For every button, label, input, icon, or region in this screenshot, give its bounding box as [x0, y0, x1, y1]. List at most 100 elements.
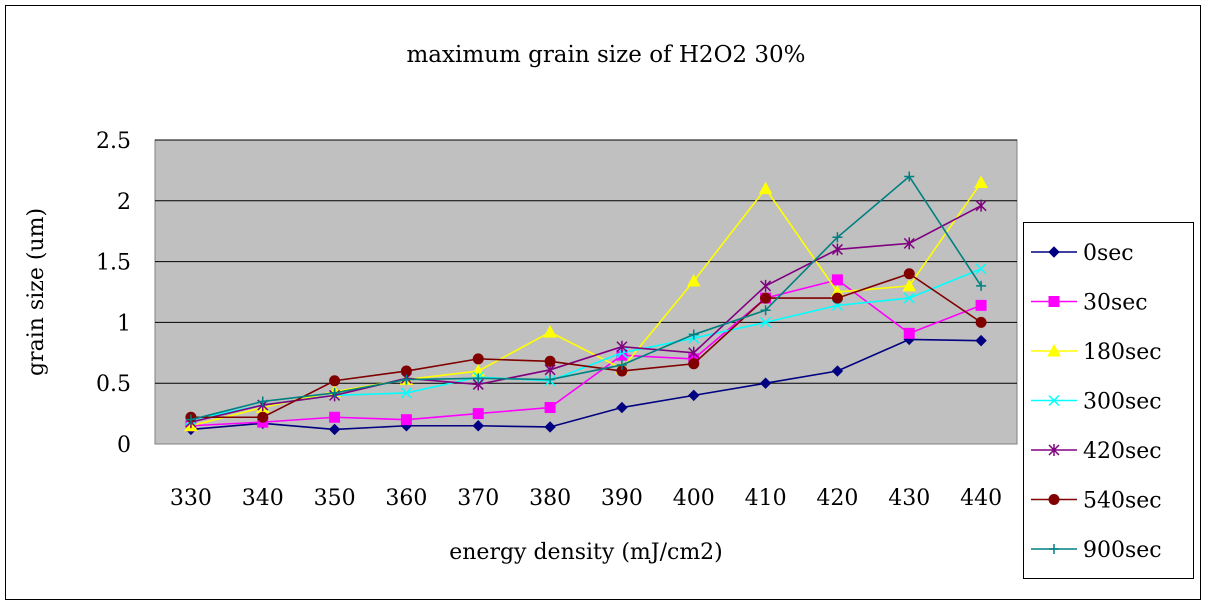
x-tick-label: 340: [242, 486, 284, 511]
data-point-marker: [1048, 246, 1060, 258]
x-tick-label: 440: [960, 486, 1002, 511]
series-line: [190, 278, 982, 427]
data-point-marker: [257, 396, 268, 407]
y-tick-label: 1.5: [96, 251, 131, 276]
legend-label: 0sec: [1083, 241, 1134, 266]
legend: 0sec 30sec 180sec 300sec 420sec 540sec 900sec: [1023, 222, 1194, 579]
data-point-marker: [473, 373, 484, 384]
x-tick-label: 410: [745, 486, 787, 511]
data-point-marker: [975, 199, 987, 212]
y-tick-label: 0.5: [96, 372, 131, 397]
data-point-marker: [472, 353, 484, 365]
data-point-marker: [1048, 494, 1060, 505]
data-point-marker: [616, 359, 627, 370]
x-tick-label: 350: [314, 486, 356, 511]
legend-item-420sec: 420sec: [1031, 439, 1162, 464]
data-point-marker: [976, 280, 987, 291]
x-tick-label: 390: [601, 486, 643, 511]
x-tick-label: 430: [888, 486, 930, 511]
data-point-marker: [831, 274, 843, 286]
data-point-marker: [400, 414, 412, 426]
y-axis-ticks: 0 0.5 1 1.5 2 2.5: [96, 129, 131, 458]
x-tick-label: 360: [385, 486, 427, 511]
series-line: [190, 272, 982, 419]
data-point-marker: [975, 334, 987, 347]
data-point-marker: [975, 299, 987, 311]
legend-label: 540sec: [1083, 489, 1162, 514]
data-point-marker: [544, 421, 556, 433]
x-tick-label: 330: [170, 486, 212, 511]
chart-title: maximum grain size of H2O2 30%: [407, 42, 806, 68]
data-point-marker: [543, 325, 557, 338]
series-900sec: [185, 171, 987, 425]
y-tick-label: 0: [117, 433, 131, 458]
data-point-marker: [472, 420, 484, 432]
data-point-marker: [400, 365, 412, 377]
series-540sec: [185, 268, 987, 423]
x-axis-ticks: 330 340 350 360 370 380 390 400 410 420 430 440: [170, 486, 1002, 511]
data-point-marker: [902, 278, 917, 292]
y-axis-label: grain size (um): [24, 208, 49, 376]
gridlines: [155, 139, 1017, 384]
data-point-marker: [688, 346, 700, 359]
legend-item-180sec: 180sec: [1031, 340, 1162, 365]
y-tick-label: 2.5: [96, 129, 131, 154]
data-point-marker: [903, 327, 915, 339]
data-point-marker: [688, 329, 699, 340]
data-point-marker: [831, 365, 844, 377]
data-point-marker: [185, 414, 196, 425]
series-line: [190, 175, 982, 421]
data-point-marker: [974, 175, 988, 189]
legend-label: 180sec: [1083, 340, 1162, 365]
data-point-marker: [1048, 444, 1060, 456]
x-tick-label: 380: [529, 486, 571, 511]
data-point-marker: [904, 171, 915, 182]
data-point-marker: [903, 268, 915, 280]
data-point-marker: [1048, 296, 1060, 307]
data-point-marker: [903, 292, 915, 304]
data-point-marker: [686, 274, 701, 287]
legend-item-30sec: 30sec: [1031, 291, 1148, 316]
legend-item-0sec: 0sec: [1031, 241, 1134, 266]
data-point-marker: [975, 263, 987, 275]
data-point-marker: [329, 375, 341, 387]
legend-item-540sec: 540sec: [1031, 489, 1162, 514]
data-point-marker: [759, 377, 772, 389]
legend-label: 420sec: [1083, 439, 1162, 464]
data-point-marker: [472, 408, 484, 420]
data-point-marker: [328, 423, 341, 436]
data-point-marker: [760, 292, 772, 304]
data-point-marker: [1048, 394, 1060, 407]
data-point-marker: [975, 316, 987, 328]
x-tick-label: 400: [673, 486, 715, 511]
legend-item-900sec: 900sec: [1031, 538, 1162, 563]
legend-label: 30sec: [1083, 291, 1148, 316]
series-layer: [184, 171, 988, 436]
data-point-marker: [616, 340, 628, 353]
data-point-marker: [832, 232, 843, 243]
data-point-marker: [400, 387, 412, 399]
series-line: [190, 338, 982, 431]
data-point-marker: [688, 389, 700, 402]
x-tick-label: 370: [457, 486, 499, 511]
data-point-marker: [760, 305, 771, 316]
data-point-marker: [257, 411, 269, 423]
legend-item-300sec: 300sec: [1031, 390, 1162, 415]
data-point-marker: [544, 355, 556, 367]
x-axis-label: energy density (mJ/cm2): [449, 540, 723, 565]
data-point-marker: [616, 401, 628, 414]
data-point-marker: [758, 181, 773, 195]
legend-label: 900sec: [1083, 538, 1162, 563]
data-point-marker: [688, 358, 700, 370]
x-tick-label: 420: [816, 486, 858, 511]
series-line: [190, 204, 982, 423]
legend-label: 300sec: [1083, 390, 1162, 415]
plot-area: [154, 139, 1018, 445]
data-point-marker: [760, 279, 772, 292]
data-point-marker: [1049, 544, 1059, 554]
data-point-marker: [401, 374, 412, 385]
data-point-marker: [544, 402, 556, 414]
data-point-marker: [760, 316, 772, 328]
